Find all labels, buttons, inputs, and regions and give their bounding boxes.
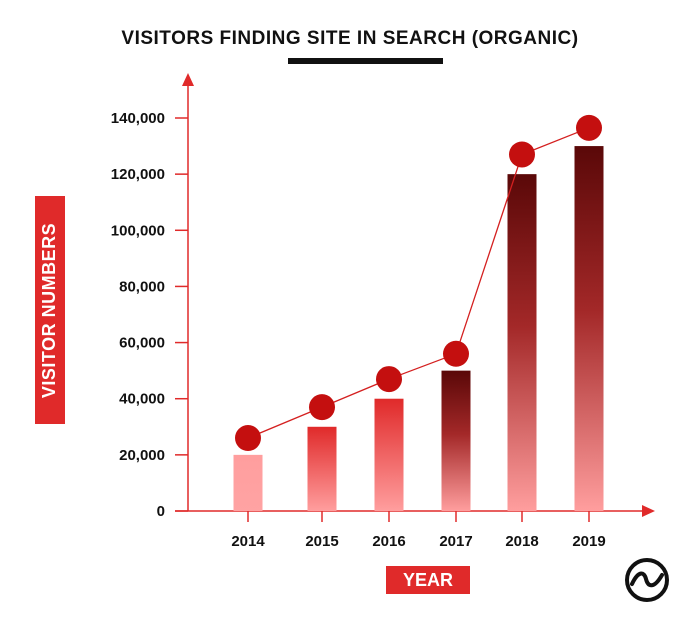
trend-point [443, 340, 469, 367]
trend-point [309, 394, 335, 421]
bar [307, 426, 337, 511]
y-tick-label: 0 [157, 503, 165, 520]
x-axis-label: YEAR [386, 566, 470, 594]
x-tick-label: 2017 [439, 533, 472, 550]
title-underline [288, 58, 443, 64]
x-tick-label: 2014 [231, 533, 265, 550]
bar [574, 146, 604, 512]
x-ticks: 2014 2015 2016 2017 2018 2019 [231, 511, 606, 550]
y-tick-label: 20,000 [119, 447, 165, 464]
x-tick-label: 2015 [305, 533, 338, 550]
y-axis-arrow [182, 73, 194, 86]
x-tick-label: 2019 [572, 533, 605, 550]
bar [374, 398, 404, 511]
bar [507, 174, 537, 511]
y-tick-label: 80,000 [119, 278, 165, 295]
brand-logo-icon [625, 558, 669, 602]
x-axis-arrow [642, 505, 655, 517]
y-tick-label: 40,000 [119, 391, 165, 408]
trend-point [509, 141, 535, 168]
trend-point [235, 425, 261, 452]
y-ticks: 0 20,000 40,000 60,000 80,000 100,000 120,000 1… [111, 110, 188, 520]
bar [233, 454, 263, 511]
y-axis-label-box: VISITOR NUMBERS [35, 196, 65, 424]
trend-line [235, 114, 602, 452]
y-tick-label: 60,000 [119, 335, 165, 352]
chart-title: VISITORS FINDING SITE IN SEARCH (ORGANIC… [121, 28, 579, 49]
trend-point [576, 114, 602, 141]
trend-polyline [247, 127, 590, 439]
y-tick-label: 140,000 [111, 110, 165, 127]
x-tick-label: 2018 [505, 533, 538, 550]
y-tick-label: 100,000 [111, 222, 165, 239]
trend-point [376, 366, 402, 393]
y-tick-label: 120,000 [111, 166, 165, 183]
x-tick-label: 2016 [372, 533, 405, 550]
bar [441, 370, 471, 511]
bars [233, 146, 604, 512]
